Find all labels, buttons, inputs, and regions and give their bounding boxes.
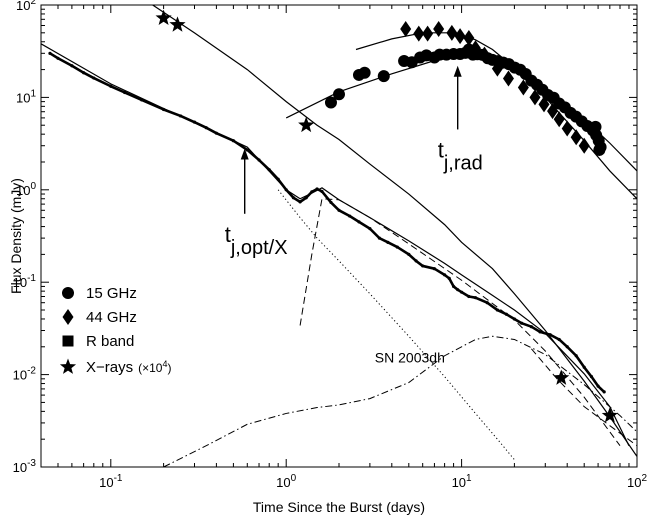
series-points-x-rays [155,9,618,423]
series-line-44-ghz-model [355,32,637,200]
legend-marker [62,287,74,299]
annotation-t-j-rad: tj,rad [438,137,483,174]
annotation-layer: tj,rad tj,opt/X SN 2003dh [225,65,483,366]
data-point [463,29,475,46]
data-point [333,88,345,101]
data-point [593,143,606,156]
data-point [155,9,172,26]
x-axis-title: Time Since the Burst (days) [253,499,425,515]
data-point [491,60,503,77]
data-point [578,137,590,154]
arrow-head [240,148,249,160]
series-points-r-band [48,51,606,394]
annotation-sn-2003dh: SN 2003dh [375,350,445,366]
x-tick-label: 102 [627,473,647,490]
y-tick-label: 101 [16,88,36,105]
data-point [589,120,602,133]
series-points-44-ghz [400,20,590,154]
dense-trace [49,52,606,393]
data-point [400,20,412,37]
data-point [529,89,541,106]
data-point [298,116,315,133]
data-point [538,96,550,113]
tick-layer: 10-1 100 101 102 10-3 10-2 10-1 100 101 102 [13,0,648,490]
legend-entry-r-band: R band [62,333,134,350]
x-tick-label: 100 [276,473,296,490]
legend-marker [62,335,74,347]
legend-entry-44-ghz: 44 GHz [62,309,137,326]
legend-entry-x-rays: X−rays (×104) [59,358,171,376]
data-point [324,96,337,109]
y-tick-label: 10-2 [13,366,37,383]
annotation-t-j-optx: tj,opt/X [225,222,288,259]
legend-label: 15 GHz [86,285,137,302]
plot-area [41,5,637,467]
legend-label: 44 GHz [86,309,137,326]
series-line-sn-2003dh [163,335,637,467]
series-line-x-ray-model [151,5,637,457]
data-point [169,16,186,32]
legend-label: X−rays (×104) [86,359,171,376]
data-point [469,40,481,57]
y-axis-title: Flux Density (mJy) [8,178,24,294]
data-point [478,46,490,63]
points-layer [48,9,618,423]
legend-label: R band [86,333,134,350]
data-point [422,25,434,42]
data-point [413,25,425,42]
y-tick-label: 100 [16,181,36,198]
data-point [446,24,458,41]
data-point [358,66,371,79]
data-point [601,407,618,423]
legend-marker [62,309,74,325]
data-point [561,120,573,137]
arrow-head [453,65,462,77]
data-point [547,103,559,120]
series-line-wide-jet-late-component [531,348,637,447]
legend: 15 GHz 44 GHz R band X−rays (×104) [59,285,171,376]
legend-marker [59,358,77,374]
y-tick-label: 10-3 [13,458,37,475]
data-point [502,70,514,87]
series-line-narrow-jet-component [277,189,515,460]
data-point [454,28,466,45]
data-point [433,20,445,37]
data-point [570,129,582,146]
data-point [553,369,570,385]
y-tick-label: 10-1 [13,273,37,290]
data-point [553,111,565,128]
legend-entry-15-ghz: 15 GHz [62,285,137,302]
x-tick-label: 10-1 [99,473,123,490]
y-tick-label: 102 [16,0,36,13]
x-tick-label: 101 [452,473,472,490]
data-point [377,70,390,83]
data-point [517,79,529,96]
series-line-wide-jet-component [299,198,621,447]
